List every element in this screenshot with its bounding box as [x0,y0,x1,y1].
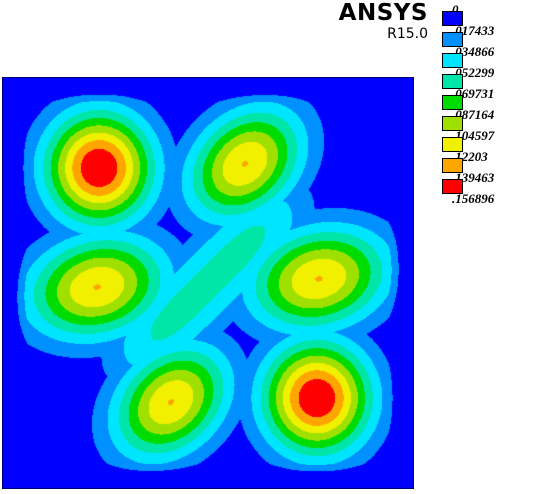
ansys-version: R15.0 [387,26,428,42]
contour-plot [2,77,414,489]
legend-item: 0 [442,2,539,22]
legend-swatch [442,74,463,89]
legend-swatch [442,95,463,110]
legend-swatch [442,137,463,152]
legend-label: 0 [452,2,459,17]
contour-plot-canvas [2,77,414,489]
legend-swatch [442,158,463,173]
contour-legend: 0.017433.034866.052299.069731.087164.104… [442,2,539,206]
legend-swatch [442,53,463,68]
legend-item: .156896 [442,191,539,211]
legend-swatch [442,32,463,47]
legend-label: .156896 [452,191,495,206]
ansys-logo-text: ANSYS [338,0,428,26]
legend-swatch [442,179,463,194]
legend-swatch [442,11,463,26]
legend-swatch [442,116,463,131]
